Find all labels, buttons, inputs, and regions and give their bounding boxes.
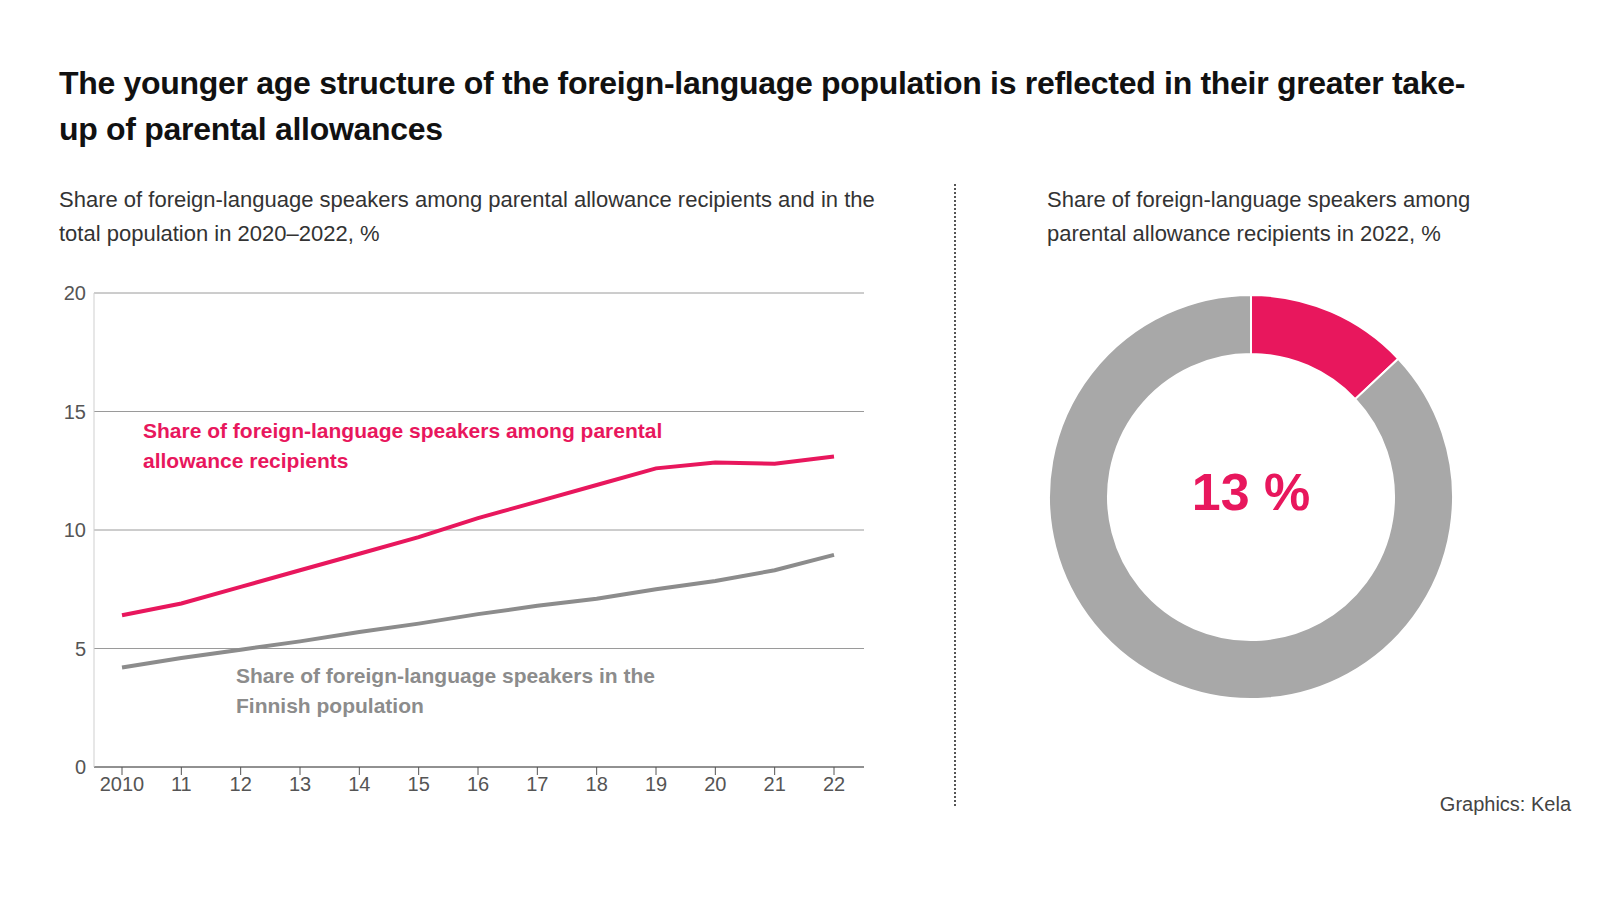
svg-text:20: 20 <box>704 773 726 795</box>
svg-text:10: 10 <box>64 519 86 541</box>
svg-text:13: 13 <box>289 773 311 795</box>
svg-text:14: 14 <box>348 773 370 795</box>
svg-text:15: 15 <box>64 401 86 423</box>
svg-text:17: 17 <box>526 773 548 795</box>
html-text:Graphics: Kela: Graphics: Kela <box>1439 793 1571 815</box>
html-text:Share of foreign-language spea: Share of foreign-language speakers in th… <box>236 664 655 717</box>
html-text:Share of foreign-language spea: Share of foreign-language speakers among… <box>1047 187 1471 246</box>
svg-text:19: 19 <box>645 773 667 795</box>
svg-text:22: 22 <box>823 773 845 795</box>
svg-text:18: 18 <box>586 773 608 795</box>
svg-text:11: 11 <box>171 773 192 795</box>
svg-text:20: 20 <box>64 282 86 304</box>
html-text:Share of foreign-language spea: Share of foreign-language speakers among… <box>59 187 875 246</box>
svg-text:21: 21 <box>764 773 786 795</box>
html-text:The younger age structure of t: The younger age structure of the foreign… <box>59 65 1466 147</box>
svg-text:0: 0 <box>75 756 86 778</box>
svg-text:5: 5 <box>75 638 86 660</box>
svg-text:16: 16 <box>467 773 489 795</box>
html-text:13 %: 13 % <box>1191 463 1311 521</box>
svg-text:12: 12 <box>230 773 252 795</box>
html-text:Share of foreign-language spea: Share of foreign-language speakers among… <box>143 419 663 472</box>
svg-text:2010: 2010 <box>100 773 145 795</box>
svg-text:15: 15 <box>408 773 430 795</box>
